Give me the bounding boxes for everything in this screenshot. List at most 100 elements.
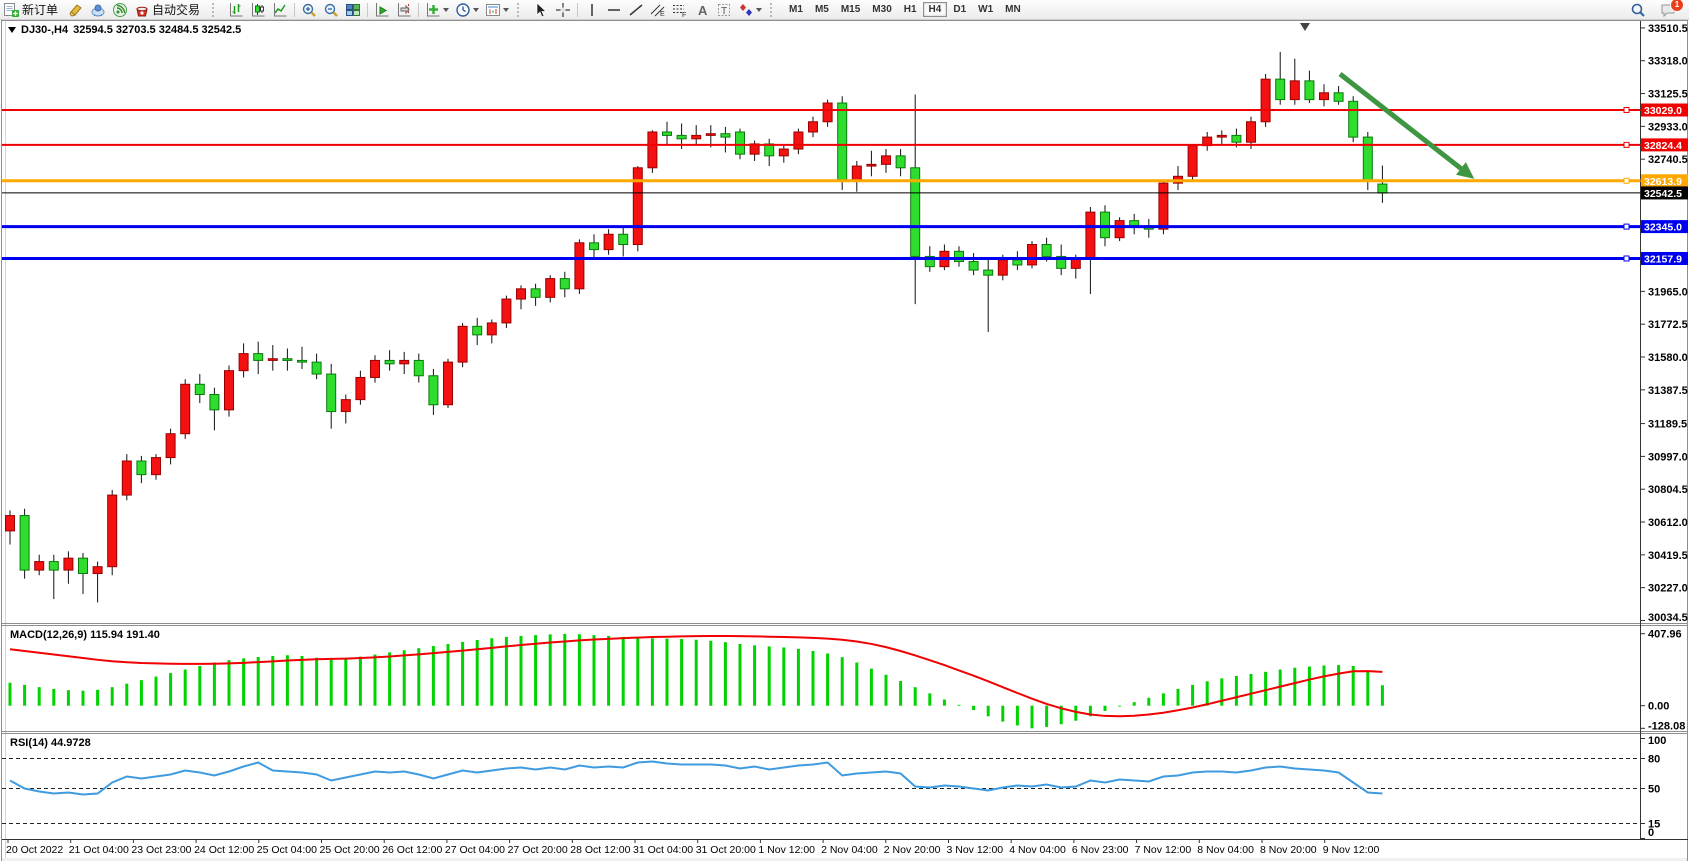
vertical-line-button[interactable] — [581, 1, 603, 18]
svg-text:0: 0 — [1648, 827, 1654, 839]
indicators-icon — [425, 2, 441, 18]
svg-text:100: 100 — [1648, 735, 1666, 747]
crosshair-button[interactable] — [552, 1, 574, 18]
chat-button[interactable]: 1 — [1657, 0, 1684, 18]
symbol-name: DJ30-,H4 — [21, 24, 69, 36]
candlestick-chart-button[interactable] — [247, 1, 269, 18]
toolbar-grip[interactable] — [770, 2, 779, 17]
tf-m5[interactable]: M5 — [814, 4, 829, 15]
cursor-button[interactable] — [530, 1, 552, 18]
svg-text:2 Nov 04:00: 2 Nov 04:00 — [821, 844, 878, 856]
chartshift-icon — [396, 2, 412, 18]
svg-text:31 Oct 04:00: 31 Oct 04:00 — [633, 844, 693, 856]
svg-text:31387.5: 31387.5 — [1648, 385, 1688, 397]
one-click-trading-toggle-icon[interactable] — [8, 27, 16, 33]
autotrading-button[interactable]: 自动交易 — [131, 1, 207, 18]
tf-m30[interactable]: M30 — [872, 4, 892, 15]
autoscroll-icon — [374, 2, 390, 18]
tile-windows-button[interactable] — [342, 1, 364, 18]
tf-d1[interactable]: D1 — [953, 4, 967, 15]
svg-text:8 Nov 20:00: 8 Nov 20:00 — [1260, 844, 1317, 856]
zoom-out-button[interactable] — [320, 1, 342, 18]
svg-text:24 Oct 12:00: 24 Oct 12:00 — [194, 844, 254, 856]
svg-text:27 Oct 04:00: 27 Oct 04:00 — [445, 844, 505, 856]
svg-text:27 Oct 20:00: 27 Oct 20:00 — [508, 844, 568, 856]
community-button[interactable] — [87, 1, 109, 18]
styler-button[interactable] — [65, 1, 87, 18]
cursor-icon — [533, 1, 549, 18]
tf-w1[interactable]: W1 — [978, 4, 994, 15]
tf-m1[interactable]: M1 — [789, 4, 803, 15]
signals-button[interactable] — [109, 1, 131, 18]
chart-shift-button[interactable] — [393, 1, 415, 18]
toolbar-separator — [577, 2, 579, 17]
fibonacci-button[interactable]: F — [669, 1, 691, 18]
horizontal-line-button[interactable] — [603, 1, 625, 18]
tf-h4[interactable]: H4 — [922, 2, 948, 17]
svg-text:7 Nov 12:00: 7 Nov 12:00 — [1135, 844, 1192, 856]
arrows-button[interactable] — [735, 1, 765, 18]
hline-icon — [606, 2, 622, 18]
fibo-icon: F — [672, 2, 688, 18]
toolbar-right-cluster: 1 — [1627, 0, 1684, 18]
svg-text:28 Oct 12:00: 28 Oct 12:00 — [570, 844, 630, 856]
svg-text:80: 80 — [1648, 754, 1660, 766]
svg-text:25 Oct 04:00: 25 Oct 04:00 — [257, 844, 317, 856]
trendline-button[interactable] — [625, 1, 647, 18]
svg-text:32345.0: 32345.0 — [1644, 222, 1682, 234]
svg-text:30227.0: 30227.0 — [1648, 583, 1688, 595]
chevron-down-icon — [756, 7, 763, 12]
linechart-icon — [272, 2, 288, 18]
trendline-icon — [628, 2, 644, 18]
svg-text:0.00: 0.00 — [1648, 701, 1669, 713]
channel-icon: E — [650, 2, 666, 18]
toolbar-grip[interactable] — [212, 2, 221, 17]
svg-text:25 Oct 20:00: 25 Oct 20:00 — [320, 844, 380, 856]
svg-text:30612.0: 30612.0 — [1648, 517, 1688, 529]
toolbar-grip[interactable] — [517, 2, 526, 17]
svg-text:31965.0: 31965.0 — [1648, 286, 1688, 298]
bar-chart-button[interactable] — [225, 1, 247, 18]
notification-badge: 1 — [1670, 0, 1684, 12]
new-order-button-label: 新订单 — [22, 3, 59, 17]
text-button[interactable]: A — [691, 1, 713, 18]
svg-text:30804.5: 30804.5 — [1648, 484, 1688, 496]
indicators-button[interactable] — [422, 1, 452, 18]
zoom-in-button[interactable] — [298, 1, 320, 18]
svg-text:30419.5: 30419.5 — [1648, 550, 1688, 562]
chevron-down-icon — [443, 7, 450, 12]
search-icon — [1630, 2, 1646, 18]
svg-text:33029.0: 33029.0 — [1644, 105, 1682, 117]
tf-m15[interactable]: M15 — [840, 4, 861, 15]
svg-text:32157.9: 32157.9 — [1644, 253, 1682, 265]
search-button[interactable] — [1627, 1, 1649, 18]
tf-h1[interactable]: H1 — [903, 4, 917, 15]
templates-button[interactable] — [482, 1, 512, 18]
new-order-icon — [3, 2, 20, 18]
label-button[interactable]: T — [713, 1, 735, 18]
svg-text:2 Nov 20:00: 2 Nov 20:00 — [884, 844, 941, 856]
svg-text:32740.5: 32740.5 — [1648, 154, 1688, 166]
svg-text:9 Nov 12:00: 9 Nov 12:00 — [1323, 844, 1380, 856]
svg-text:E: E — [660, 11, 665, 18]
auto-scroll-button[interactable] — [371, 1, 393, 18]
chevron-down-icon — [473, 7, 480, 12]
periods-button[interactable] — [452, 1, 482, 18]
ohlc-values: 32594.5 32703.5 32484.5 32542.5 — [73, 24, 242, 36]
svg-text:15: 15 — [1648, 819, 1660, 831]
line-chart-button[interactable] — [269, 1, 291, 18]
tf-mn[interactable]: MN — [1005, 4, 1021, 15]
macd-indicator-label: MACD(12,26,9) 115.94 191.40 — [10, 629, 160, 641]
svg-text:33510.5: 33510.5 — [1648, 23, 1688, 35]
toolbar-separator — [418, 2, 420, 17]
zoom-out-icon — [323, 2, 339, 18]
toolbar-separator — [367, 2, 369, 17]
symbol-ohlc-title: DJ30-,H4 32594.5 32703.5 32484.5 32542.5 — [8, 24, 241, 36]
svg-text:33125.5: 33125.5 — [1648, 89, 1688, 101]
svg-text:32933.0: 32933.0 — [1648, 121, 1688, 133]
svg-text:23 Oct 23:00: 23 Oct 23:00 — [131, 844, 191, 856]
new-order-button[interactable]: 新订单 — [0, 1, 65, 18]
zoom-in-icon — [301, 2, 317, 18]
channel-button[interactable]: E — [647, 1, 669, 18]
